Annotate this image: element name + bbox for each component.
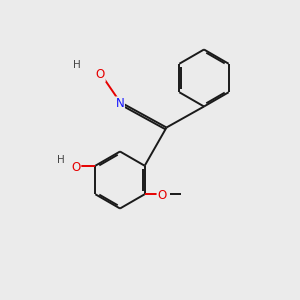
Text: O: O xyxy=(157,189,167,202)
Text: O: O xyxy=(71,161,81,174)
Text: H: H xyxy=(73,61,80,70)
Text: N: N xyxy=(116,97,124,110)
Text: O: O xyxy=(96,68,105,82)
Text: H: H xyxy=(57,155,65,165)
